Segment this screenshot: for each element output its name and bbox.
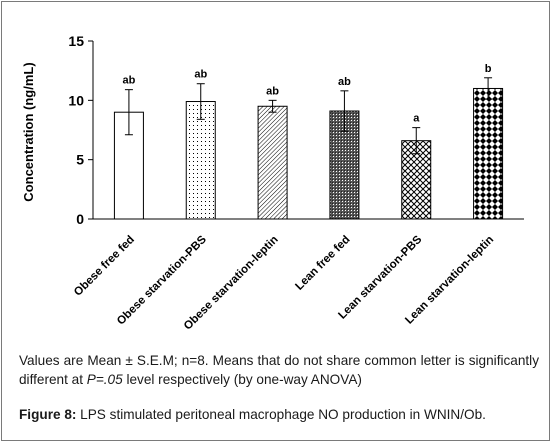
significance-letter: ab xyxy=(122,75,135,87)
y-axis-label: Concentration (ng/mL) xyxy=(21,62,36,201)
caption-text: LPS stimulated peritoneal macrophage NO … xyxy=(76,407,486,422)
x-tick-label: Obese free fed xyxy=(72,234,137,299)
figure-caption: Figure 8: LPS stimulated peritoneal macr… xyxy=(19,407,549,422)
footnote-pre: Values are Mean ± S.E.M; n=8. Means that… xyxy=(19,353,539,387)
y-tick-label: 10 xyxy=(68,92,84,108)
significance-letter: ab xyxy=(338,76,351,88)
y-tick-label: 5 xyxy=(76,152,84,168)
bar xyxy=(473,87,504,220)
bar xyxy=(185,101,216,220)
y-tick-label: 0 xyxy=(76,211,84,227)
x-tick-label: Lean free fed xyxy=(293,234,352,293)
y-axis: 0 5 10 15 xyxy=(68,33,524,227)
significance-letter: a xyxy=(413,113,420,125)
x-tick-label: Lean starvation-PBS xyxy=(336,233,424,321)
significance-letter: ab xyxy=(194,69,207,81)
caption-label: Figure 8: xyxy=(19,407,77,422)
footnote-post: level respectively (by one-way ANOVA) xyxy=(122,372,362,387)
footnote: Values are Mean ± S.E.M; n=8. Means that… xyxy=(19,351,539,389)
significance-letter: b xyxy=(485,63,492,75)
bar xyxy=(257,105,288,220)
footnote-p-value: P=.05 xyxy=(86,372,123,387)
significance-letter: ab xyxy=(266,85,279,97)
y-tick-label: 15 xyxy=(68,33,84,49)
